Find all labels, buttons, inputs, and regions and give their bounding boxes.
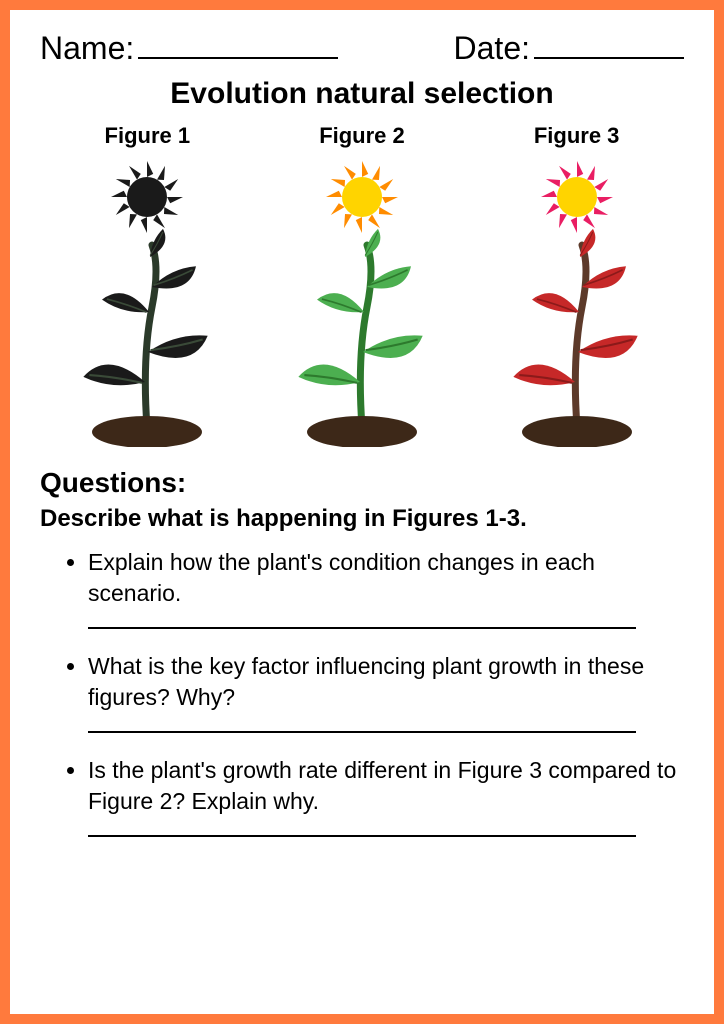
plant-icon bbox=[512, 228, 640, 447]
name-input-line[interactable] bbox=[138, 55, 338, 59]
answer-line[interactable] bbox=[88, 731, 636, 733]
figure-label: Figure 1 bbox=[105, 123, 191, 149]
sun-icon bbox=[326, 161, 398, 233]
answer-line[interactable] bbox=[88, 835, 636, 837]
figure-column-2: Figure 2 bbox=[262, 123, 462, 447]
figure-illustration bbox=[52, 157, 242, 447]
sun-icon bbox=[541, 161, 613, 233]
header-row: Name: Date: bbox=[40, 30, 684, 67]
figure-column-1: Figure 1 bbox=[47, 123, 247, 447]
name-label: Name: bbox=[40, 30, 134, 66]
figure-label: Figure 2 bbox=[319, 123, 405, 149]
questions-heading: Questions: bbox=[40, 467, 684, 499]
plant-icon bbox=[83, 228, 211, 447]
figure-label: Figure 3 bbox=[534, 123, 620, 149]
describe-heading: Describe what is happening in Figures 1-… bbox=[40, 505, 684, 533]
date-field-group: Date: bbox=[454, 30, 684, 67]
figure-illustration bbox=[482, 157, 672, 447]
question-item: Explain how the plant's condition change… bbox=[88, 547, 684, 609]
sun-icon bbox=[111, 161, 183, 233]
figure-column-3: Figure 3 bbox=[477, 123, 677, 447]
figure-illustration bbox=[267, 157, 457, 447]
page-title: Evolution natural selection bbox=[40, 77, 684, 111]
plant-icon bbox=[298, 228, 426, 447]
questions-list: Explain how the plant's condition change… bbox=[40, 547, 684, 837]
name-field-group: Name: bbox=[40, 30, 338, 67]
answer-line[interactable] bbox=[88, 627, 636, 629]
figures-row: Figure 1 bbox=[40, 123, 684, 447]
date-label: Date: bbox=[454, 30, 530, 66]
date-input-line[interactable] bbox=[534, 55, 684, 59]
question-item: Is the plant's growth rate different in … bbox=[88, 755, 684, 817]
question-item: What is the key factor influencing plant… bbox=[88, 651, 684, 713]
